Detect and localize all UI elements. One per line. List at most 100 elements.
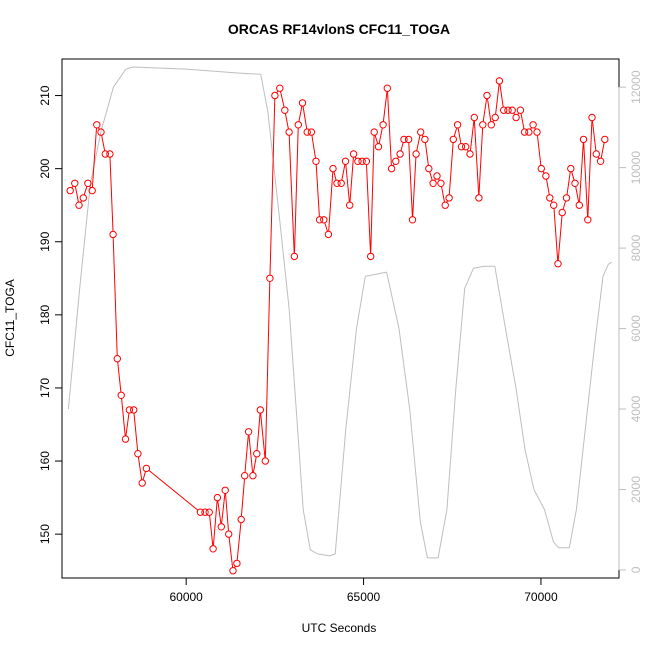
altitude-line <box>67 66 613 559</box>
data-point <box>303 128 311 136</box>
series-segment <box>374 135 379 144</box>
data-point <box>324 230 333 239</box>
series-segment <box>520 113 525 130</box>
series-segment <box>117 361 122 393</box>
data-point <box>475 194 483 202</box>
series-segment <box>121 398 126 436</box>
series-segment <box>315 164 320 217</box>
data-point <box>294 121 302 129</box>
series-segment <box>260 413 266 458</box>
data-point <box>425 164 433 173</box>
series-segment <box>288 135 295 254</box>
series-segment <box>382 91 388 122</box>
series-segment <box>91 127 97 188</box>
data-point <box>370 128 378 136</box>
series-segment <box>412 157 417 217</box>
series-segment <box>269 98 276 276</box>
data-point <box>97 128 105 136</box>
series-segment <box>583 142 589 217</box>
data-point <box>121 435 130 443</box>
series-segment <box>591 120 597 151</box>
series-segment <box>256 413 261 451</box>
data-point <box>196 508 205 516</box>
data-point <box>134 450 142 458</box>
series-segment <box>294 127 299 254</box>
data-point <box>209 545 217 553</box>
data-point <box>379 121 387 129</box>
series-segment <box>324 222 328 232</box>
data-point <box>349 150 358 158</box>
y-axis: 150 160 170 180 190 200 210 <box>38 85 63 544</box>
data-point <box>404 135 413 144</box>
y-tick-label: 180 <box>38 305 52 325</box>
data-point <box>320 216 328 224</box>
data-point <box>500 106 508 114</box>
series-segment <box>448 142 454 195</box>
series-segment <box>553 208 559 261</box>
data-point <box>453 121 462 129</box>
data-point <box>312 157 320 166</box>
data-point <box>487 121 495 129</box>
data-point <box>138 479 146 487</box>
data-point <box>256 406 264 414</box>
series-segment <box>478 127 484 195</box>
data-point <box>106 150 114 158</box>
series-segment <box>252 456 257 473</box>
data-point <box>400 135 408 144</box>
data-point <box>75 201 83 209</box>
data-point <box>546 194 554 202</box>
data-point <box>101 150 110 158</box>
data-point <box>142 464 151 473</box>
data-point <box>396 150 404 158</box>
data-point <box>383 84 391 92</box>
data-point <box>315 216 324 224</box>
chart-title: ORCAS RF14vlonS CFC11_TOGA <box>228 21 450 37</box>
series-segment <box>244 434 249 473</box>
series-segment <box>387 91 392 166</box>
data-point <box>358 157 366 166</box>
data-point <box>229 567 237 575</box>
series-segment <box>228 537 234 568</box>
data-point <box>253 450 261 458</box>
data-point <box>84 179 92 188</box>
series-segment <box>236 522 242 561</box>
y-tick-label: 160 <box>38 451 52 471</box>
series-segment <box>424 142 429 166</box>
series-segment <box>400 142 404 152</box>
altitude-series <box>67 66 613 559</box>
data-point <box>529 121 537 129</box>
data-point <box>457 143 466 151</box>
data-point <box>337 179 345 188</box>
data-point <box>117 391 125 399</box>
data-point <box>93 121 101 129</box>
data-point <box>285 128 293 136</box>
data-point <box>329 164 337 173</box>
data-point <box>221 486 229 494</box>
series-segment <box>495 84 500 115</box>
series-segment <box>441 186 445 203</box>
data-point <box>449 135 457 144</box>
y-tick-label: 150 <box>38 524 52 544</box>
data-point <box>575 201 583 209</box>
series-segment <box>473 120 480 195</box>
data-point <box>307 128 316 136</box>
series-segment <box>221 493 226 524</box>
series-segment <box>148 470 199 511</box>
data-point <box>550 201 558 209</box>
series-segment <box>284 113 289 130</box>
data-point <box>483 91 491 100</box>
data-point <box>109 230 117 239</box>
data-point <box>271 91 279 100</box>
data-point <box>554 260 562 268</box>
data-point <box>233 559 241 568</box>
series-segment <box>341 164 346 181</box>
data-point <box>249 472 257 480</box>
data-point <box>479 121 487 129</box>
data-point <box>290 252 299 261</box>
data-point <box>579 135 588 144</box>
series-segment <box>457 127 462 144</box>
y-tick-label: 200 <box>38 158 52 178</box>
data-point <box>588 113 596 122</box>
data-point <box>412 150 420 158</box>
